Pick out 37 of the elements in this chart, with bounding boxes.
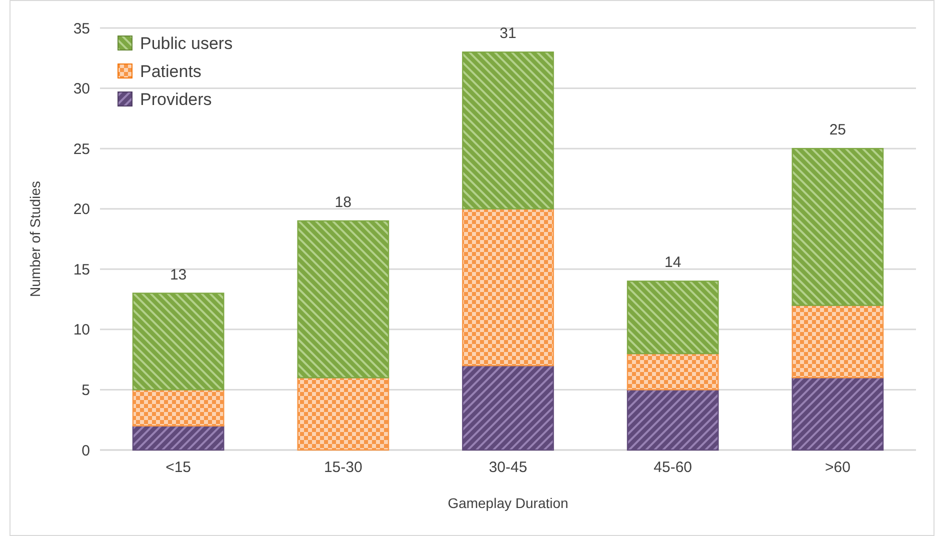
bar (297, 220, 390, 378)
bar (792, 148, 884, 306)
bar (626, 389, 719, 451)
bar (462, 365, 554, 451)
x-tick-label: >60 (824, 459, 850, 476)
bar (462, 52, 554, 210)
legend-label: Patients (140, 62, 202, 81)
bar (132, 425, 224, 451)
total-label: 31 (500, 25, 516, 42)
total-label: 25 (829, 122, 846, 139)
bar (297, 377, 390, 451)
total-label: 13 (170, 266, 187, 284)
x-tick-label: 30-45 (488, 459, 528, 476)
y-tick-label: 35 (73, 20, 90, 38)
total-label: 14 (664, 254, 682, 272)
bar (792, 377, 884, 451)
y-tick-label: 15 (73, 261, 90, 278)
y-tick-label: 20 (73, 201, 90, 218)
x-tick-label: 45-60 (654, 459, 692, 476)
y-tick-label: 30 (73, 80, 90, 98)
bar (626, 280, 719, 354)
bar (132, 389, 224, 426)
x-tick-label: <15 (166, 459, 192, 476)
y-axis-title: Number of Studies (27, 181, 43, 297)
total-label: 18 (334, 194, 352, 211)
y-tick-label: 25 (73, 140, 90, 158)
y-tick-label: 0 (82, 442, 90, 460)
y-tick-label: 10 (73, 322, 90, 339)
bar (462, 208, 554, 366)
legend-label: Public users (140, 34, 233, 53)
bar (626, 352, 719, 390)
bar (792, 304, 884, 378)
y-tick-label: 5 (82, 382, 90, 399)
bar (132, 292, 224, 390)
legend-label: Providers (140, 90, 212, 109)
x-axis-title: Gameplay Duration (448, 495, 568, 511)
x-tick-label: 15-30 (324, 459, 362, 476)
